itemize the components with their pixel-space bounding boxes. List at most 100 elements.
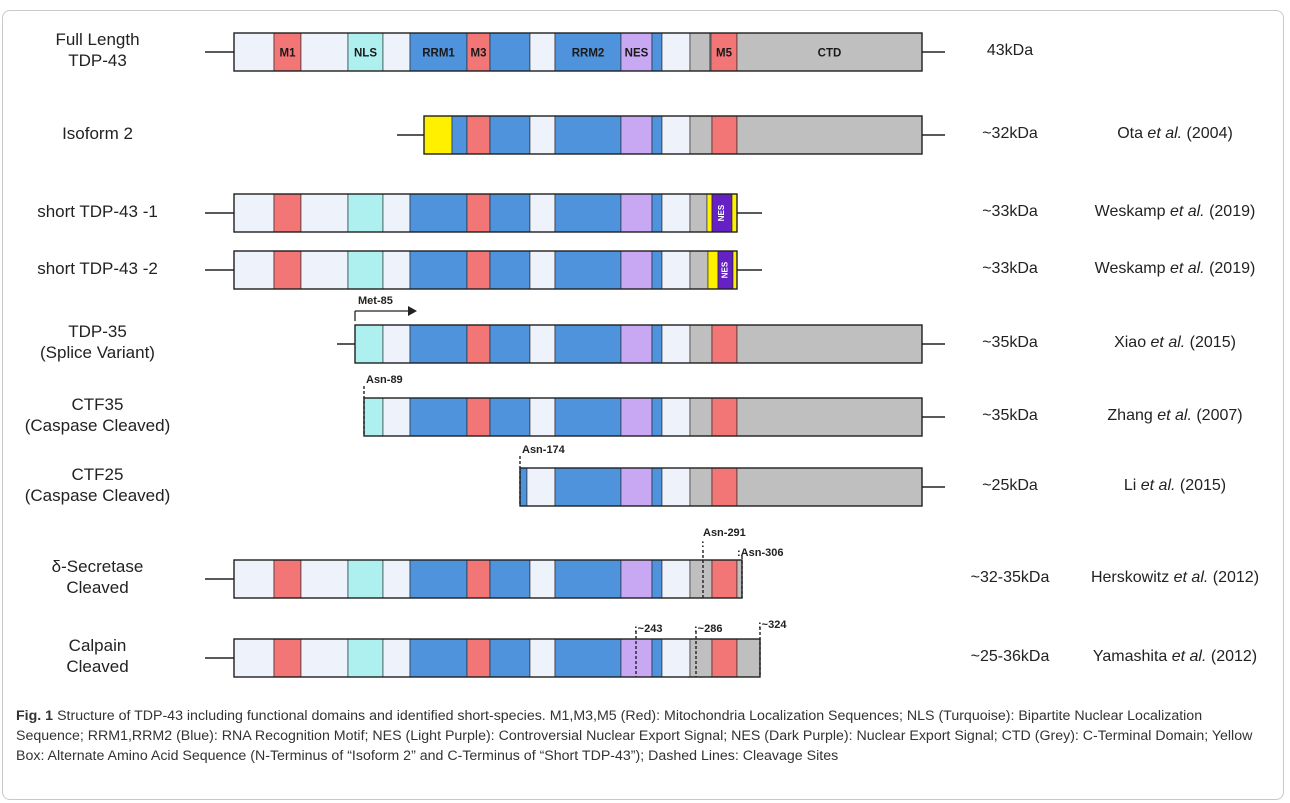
domain-segment-blue	[554, 397, 622, 437]
reference-label: Weskamp et al. (2019)	[1094, 260, 1256, 277]
row-name: short TDP-43 -2	[37, 258, 158, 278]
row-name: TDP-35 (Splice Variant)	[40, 322, 155, 362]
domain-segment-blue	[489, 324, 531, 364]
domain-segment-grey	[736, 638, 761, 678]
bar-outline	[233, 250, 738, 290]
domain-segment-lightPurple	[620, 250, 653, 290]
domain-segment-lightPurple	[620, 193, 653, 233]
domain-segment-white	[661, 324, 691, 364]
domain-segment-blue	[451, 115, 468, 155]
domain-segment-white	[382, 32, 411, 72]
domain-label: M3	[471, 48, 487, 60]
domain-label: M1	[280, 48, 297, 60]
row-name: Isoform 2	[62, 123, 133, 143]
molecular-weight-label: ~25-36kDa	[970, 648, 1050, 665]
domain-label: CTD	[818, 48, 842, 60]
domain-segment-blue	[651, 115, 663, 155]
domain-segment-grey	[689, 638, 713, 678]
domain-segment-blue	[554, 638, 622, 678]
domain-segment-red	[711, 638, 738, 678]
domain-segment-grey	[736, 324, 923, 364]
reference-label: Xiao et al. (2015)	[1114, 334, 1236, 351]
domain-segment-red	[466, 324, 491, 364]
domain-segment-blue	[489, 32, 531, 72]
caption-text: Structure of TDP-43 including functional…	[16, 708, 1253, 764]
cleavage-site-label: :~243	[634, 623, 662, 635]
domain-segment-lightPurple	[620, 559, 653, 599]
row-7-bar	[519, 467, 945, 507]
reference-label: Zhang et al. (2007)	[1107, 407, 1243, 424]
cleavage-site-label: Asn-89	[366, 374, 403, 386]
molecular-weight-label: ~32kDa	[982, 125, 1038, 142]
domain-segment-turquoise	[347, 193, 384, 233]
domain-segment-white	[661, 250, 691, 290]
row-6-bar	[363, 397, 945, 437]
molecular-weight-label: ~25kDa	[982, 477, 1038, 494]
row-9-bar	[205, 638, 761, 678]
domain-segment-grey	[689, 193, 708, 233]
domain-segment-blue	[554, 193, 622, 233]
bar-outline	[423, 115, 923, 155]
row-name: Full Length TDP-43	[55, 30, 140, 70]
domain-segment-red	[466, 115, 491, 155]
domain-segment-white	[529, 638, 556, 678]
domain-segment-white	[382, 397, 411, 437]
reference-label: Li et al. (2015)	[1123, 477, 1227, 494]
domain-segment-blue	[409, 193, 468, 233]
domain-segment-white	[661, 559, 691, 599]
domain-segment-blue	[489, 250, 531, 290]
domain-segment-blue	[519, 467, 528, 507]
domain-segment-grey	[736, 559, 743, 599]
domain-segment-turquoise	[347, 638, 384, 678]
domain-segment-grey	[736, 397, 923, 437]
start-site-label: Met-85	[358, 295, 393, 307]
domain-segment-white	[661, 32, 691, 72]
domain-segment-white	[300, 638, 349, 678]
domain-segment-white	[529, 559, 556, 599]
domain-segment-white	[382, 193, 411, 233]
domain-segment-white	[300, 193, 349, 233]
domain-segment-blue	[554, 467, 622, 507]
domain-segment-turquoise	[363, 397, 384, 437]
domain-segment-red	[466, 250, 491, 290]
domain-label: NES	[625, 48, 649, 60]
domain-segment-blue	[489, 559, 531, 599]
domain-segment-white	[529, 397, 556, 437]
domain-segment-yellow	[731, 193, 738, 233]
figure-caption: Fig. 1 Structure of TDP-43 including func…	[16, 706, 1271, 766]
domain-segment-red	[711, 467, 738, 507]
bar-outline	[354, 324, 923, 364]
domain-segment-grey	[736, 467, 923, 507]
domain-segment-lightPurple	[620, 397, 653, 437]
domain-segment-blue	[409, 397, 468, 437]
domain-segment-blue	[409, 638, 468, 678]
domain-segment-blue	[651, 638, 663, 678]
row-2-bar	[397, 115, 945, 155]
domain-segment-blue	[554, 250, 622, 290]
molecular-weight-label: ~33kDa	[982, 203, 1038, 220]
domain-segment-grey	[689, 32, 711, 72]
domain-segment-blue	[489, 397, 531, 437]
cleavage-site-label: :~324	[758, 619, 787, 631]
domain-segment-white	[661, 638, 691, 678]
domain-segment-red	[466, 397, 491, 437]
domain-label: RRM1	[422, 48, 455, 60]
domain-segment-lightPurple	[620, 467, 653, 507]
domain-segment-white	[529, 250, 556, 290]
domain-segment-red	[466, 638, 491, 678]
domain-segment-blue	[554, 559, 622, 599]
domain-segment-yellow	[423, 115, 453, 155]
tdp43-domain-diagram: M1 NLS RRM1 M3 RRM2 NES M5 CTD NES NES Met-85 Asn-8…	[205, 32, 945, 678]
domain-segment-blue	[409, 250, 468, 290]
domain-segment-white	[661, 193, 691, 233]
reference-label: Yamashita et al. (2012)	[1092, 648, 1258, 665]
caption-label: Fig. 1	[16, 708, 54, 724]
domain-segment-white	[661, 115, 691, 155]
domain-segment-blue	[651, 467, 663, 507]
row-name: δ-Secretase Cleaved	[51, 557, 144, 597]
row-name: CTF35 (Caspase Cleaved)	[24, 395, 171, 435]
domain-segment-blue	[651, 324, 663, 364]
domain-segment-white	[300, 250, 349, 290]
molecular-weight-label: ~32-35kDa	[970, 569, 1050, 586]
domain-segment-grey	[736, 115, 923, 155]
